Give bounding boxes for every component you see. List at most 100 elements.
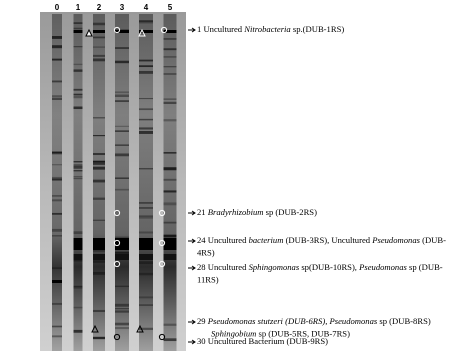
annotation-text: Pseudomonas	[371, 235, 420, 245]
band	[139, 254, 153, 260]
annotation-text: ,	[325, 316, 329, 326]
lane	[139, 14, 153, 351]
annotation-line: 1 Uncultured Nitrobacteria sp.(DUB-1RS)	[197, 24, 344, 34]
band	[139, 327, 153, 330]
band	[163, 119, 177, 122]
band	[163, 167, 177, 170]
band	[163, 167, 177, 171]
band	[52, 45, 62, 49]
band	[93, 336, 105, 340]
band	[73, 63, 83, 66]
band	[52, 199, 62, 202]
band	[93, 179, 105, 183]
annotation-text: 4RS)	[197, 247, 215, 257]
annotation-text: Pseudomonas	[358, 262, 407, 272]
band	[115, 130, 129, 132]
band	[115, 60, 129, 64]
band	[73, 46, 83, 48]
band	[93, 160, 105, 163]
band	[115, 310, 129, 313]
band	[163, 98, 177, 100]
annotation-text: Sphingobium	[211, 328, 256, 338]
band	[115, 308, 129, 310]
band	[115, 285, 129, 288]
band	[163, 73, 177, 75]
band	[163, 101, 177, 104]
gel-bands	[52, 20, 177, 342]
annotation-text: 29	[197, 316, 208, 326]
annotation-text: sp (DUB-	[407, 262, 443, 272]
annotation-line: 29 Pseudomonas stutzeri (DUB-6RS), Pseud…	[197, 316, 431, 326]
band	[115, 153, 129, 157]
band	[163, 168, 177, 171]
band	[73, 178, 83, 180]
band	[73, 170, 83, 172]
band	[52, 176, 62, 180]
lane-label: 0	[55, 3, 60, 12]
band	[73, 161, 83, 163]
band	[115, 327, 129, 330]
band	[52, 178, 62, 181]
band	[93, 153, 105, 156]
band	[93, 219, 105, 221]
band	[73, 95, 83, 99]
band	[115, 94, 129, 97]
band	[115, 91, 129, 94]
band	[73, 88, 83, 91]
annotation-text: (DUB-3RS), Uncultured	[283, 235, 372, 245]
arrow-head	[191, 27, 196, 33]
annotation-line: 28 Uncultured Sphingomonas sp(DUB-10RS),…	[197, 262, 443, 272]
band	[115, 47, 129, 49]
band	[93, 249, 105, 252]
band	[115, 100, 129, 103]
annotation-text: sp.(DUB-1RS)	[291, 24, 345, 34]
band	[73, 22, 83, 24]
band	[52, 80, 62, 83]
band	[93, 135, 105, 137]
band	[115, 254, 129, 260]
band	[139, 97, 153, 100]
annotation-text: Pseudomonas	[328, 316, 377, 326]
band	[52, 95, 62, 98]
band	[163, 152, 177, 154]
band	[93, 46, 105, 48]
band	[93, 162, 105, 165]
arrow-head	[191, 238, 196, 244]
arrow-head	[191, 265, 196, 271]
band	[163, 66, 177, 68]
band	[52, 335, 62, 338]
annotation-text: 1 Uncultured	[197, 24, 244, 34]
band	[139, 215, 153, 218]
band	[139, 202, 153, 204]
annotation-text: sp (DUB-2RS)	[263, 207, 317, 217]
band	[163, 48, 177, 51]
band	[115, 125, 129, 127]
band	[163, 323, 177, 326]
band	[163, 56, 177, 58]
band	[52, 230, 62, 232]
annotation-text: Bradyrhizobium	[208, 207, 264, 217]
band	[163, 202, 177, 206]
band	[52, 212, 62, 215]
band	[93, 309, 105, 312]
arrow-head	[191, 210, 196, 216]
band	[73, 27, 83, 30]
band	[73, 164, 83, 167]
annotation-text: 30 Uncultured Bacterium (DUB-9RS)	[197, 336, 328, 346]
band	[73, 166, 83, 169]
band	[139, 30, 153, 33]
annotation-text: (DUB-	[420, 235, 446, 245]
lane-label: 3	[120, 3, 125, 12]
band	[93, 197, 105, 200]
band	[139, 304, 153, 306]
band	[139, 231, 153, 234]
gel	[40, 12, 186, 351]
band	[73, 259, 83, 262]
annotation-line: 11RS)	[197, 274, 219, 284]
lane-label: 4	[144, 3, 149, 12]
annotation-text: bacterium	[249, 235, 284, 245]
band	[139, 21, 153, 24]
band	[52, 45, 62, 48]
band	[93, 54, 105, 57]
band	[52, 280, 62, 283]
